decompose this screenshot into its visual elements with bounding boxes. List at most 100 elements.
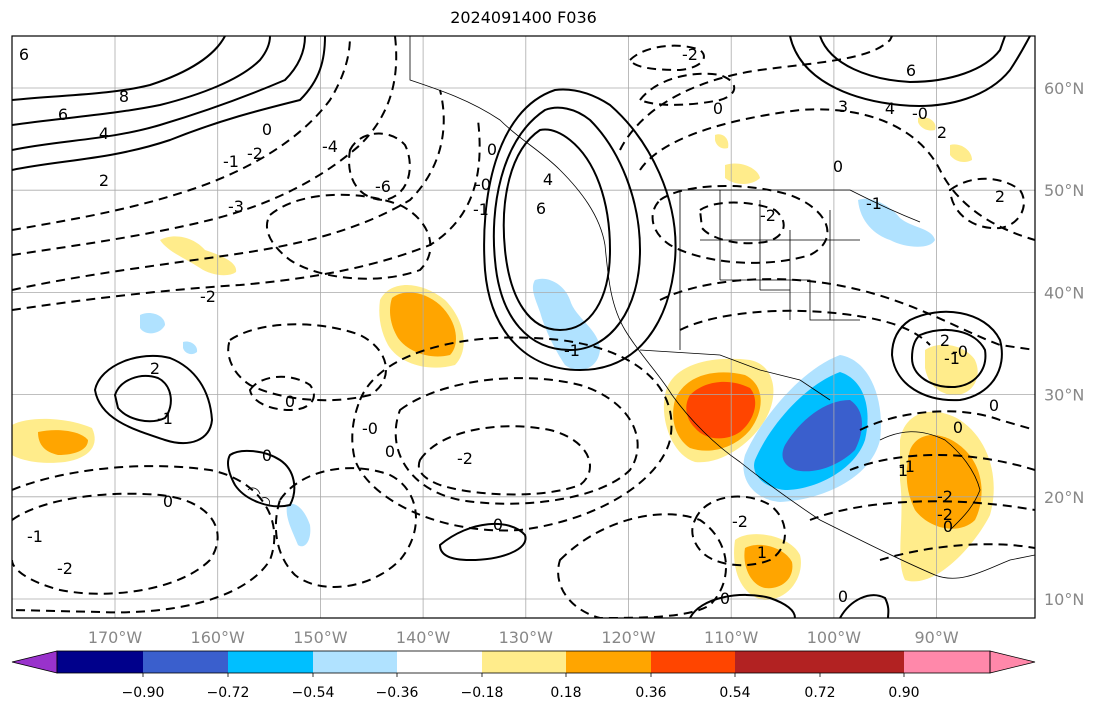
coastline-north-america	[409, 36, 1035, 579]
contour-label: -1	[473, 200, 489, 219]
shade-negative-region	[782, 400, 862, 472]
colorbar-segment	[904, 651, 990, 673]
colorbar-frame	[56, 650, 991, 674]
contour-label: 2	[940, 331, 950, 350]
contour-line	[789, 36, 1031, 107]
contour-label: 6	[58, 105, 68, 124]
colorbar-tick-label: 0.90	[888, 685, 919, 701]
lat-tick-label: 40°N	[1044, 283, 1084, 302]
contour-line	[12, 119, 481, 311]
contour-label: -2	[247, 144, 263, 163]
map-title: 2024091400 F036	[450, 8, 597, 27]
contour-label: 6	[19, 45, 29, 64]
contour-label: -1	[866, 194, 882, 213]
contour-label: 2	[937, 123, 947, 142]
contour-label: -2	[57, 559, 73, 578]
shade-positive-region	[160, 236, 237, 276]
contour-line	[691, 495, 786, 567]
contour-line	[849, 454, 1035, 471]
contour-line	[12, 36, 351, 231]
shade-positive-region	[925, 344, 978, 396]
contour-label: -2	[682, 45, 698, 64]
contour-label: 2	[150, 359, 160, 378]
contour-label: 0	[989, 396, 999, 415]
contour-label: -0	[475, 175, 491, 194]
contour-line	[628, 44, 705, 72]
colorbar-tick-label: −0.54	[292, 685, 335, 701]
contour-label: 2	[99, 171, 109, 190]
contour-label: 0	[163, 492, 173, 511]
colorbar-segment	[313, 651, 397, 673]
state-borders	[679, 190, 860, 350]
contour-label: 0	[833, 157, 843, 176]
contour-line	[226, 449, 296, 508]
contour-label: 0	[720, 589, 730, 608]
contour-label: 0	[953, 418, 963, 437]
contour-line	[274, 467, 417, 588]
contour-label: 4	[543, 170, 553, 189]
lat-tick-label: 10°N	[1044, 590, 1084, 609]
contour-line	[417, 425, 591, 496]
shade-positive-region	[744, 544, 793, 589]
shade-negative-region	[286, 503, 311, 547]
contour-label: -2	[937, 505, 953, 524]
lon-tick-label: 120°W	[601, 628, 656, 647]
contour-line	[698, 201, 785, 245]
lon-tick-label: 100°W	[807, 628, 862, 647]
contour-line	[948, 177, 1025, 230]
contour-line	[659, 278, 1035, 351]
contour-label: -1	[899, 457, 915, 476]
contour-label: 0	[713, 99, 723, 118]
contour-label: 0	[285, 392, 295, 411]
contour-line	[12, 36, 398, 256]
contour-label: -4	[322, 137, 338, 156]
contour-line	[839, 594, 890, 618]
contour-line	[809, 500, 1035, 521]
contour-label: 0	[493, 515, 503, 534]
contour-line	[12, 36, 306, 151]
contour-line	[248, 375, 315, 412]
colorbar-segment	[735, 651, 820, 673]
contour-label: -2	[760, 206, 776, 225]
contour-line	[910, 329, 987, 389]
contour-label: -0	[912, 104, 928, 123]
contour-line	[638, 72, 736, 106]
border-us-canada	[630, 189, 921, 223]
border-us-mexico	[639, 349, 831, 401]
contours-negative	[12, 36, 1035, 618]
contour-label: 1	[757, 543, 767, 562]
colorbar-segment	[482, 651, 566, 673]
contour-label: 8	[119, 87, 129, 106]
colorbar-segment	[566, 651, 651, 673]
contour-line	[492, 106, 642, 352]
contour-label: -1	[223, 152, 239, 171]
colorbar-segment	[820, 651, 904, 673]
contour-line	[12, 465, 276, 614]
contour-label: -1	[157, 409, 173, 428]
lon-tick-label: 140°W	[396, 628, 451, 647]
shade-positive-region	[950, 144, 972, 163]
gridlines	[12, 36, 1035, 618]
map-background	[12, 36, 1035, 618]
shade-positive-region	[725, 163, 760, 184]
lon-tick-label: 110°W	[704, 628, 759, 647]
map-frame	[11, 35, 1036, 619]
contour-line	[113, 375, 172, 423]
contour-label: 3	[838, 97, 848, 116]
coastline-gulf	[879, 431, 981, 531]
contour-line	[351, 336, 673, 532]
contour-label: -2	[732, 512, 748, 531]
colorbar-segment	[57, 651, 143, 673]
contour-line	[12, 36, 326, 171]
lon-tick-label: 130°W	[499, 628, 554, 647]
contour-label: -1	[944, 349, 960, 368]
shade-positive-region	[38, 430, 88, 455]
lat-tick-label: 50°N	[1044, 181, 1084, 200]
contour-line	[859, 410, 1035, 431]
lon-tick-label: 150°W	[293, 628, 348, 647]
lon-tick-label: 160°W	[191, 628, 246, 647]
colorbar-tick-label: 0.36	[635, 685, 666, 701]
shade-positive-region	[686, 381, 756, 439]
